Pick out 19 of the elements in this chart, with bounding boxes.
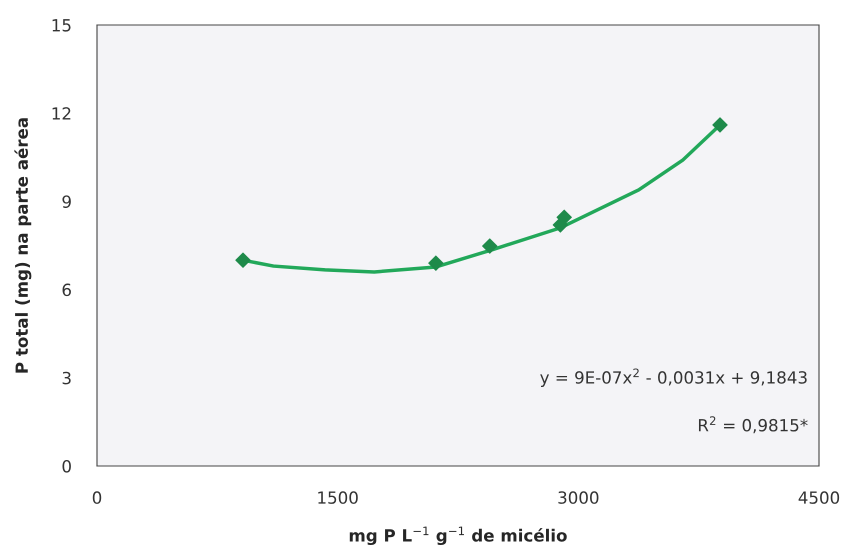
x-tick-label: 4500	[798, 491, 840, 504]
y-axis-title: P total (mg) na parte aérea	[14, 118, 32, 373]
point	[712, 117, 728, 133]
point	[428, 255, 444, 271]
y-tick-label: 0	[62, 460, 71, 473]
x-tick-label: 0	[92, 491, 102, 504]
y-tick-label: 6	[62, 284, 71, 296]
point	[235, 252, 251, 268]
x-tick-label: 3000	[558, 491, 598, 504]
y-tick-label: 12	[52, 107, 70, 120]
annotation: y = 9E-07x$^{2}$ - 0,0031x + 9,1843	[540, 368, 807, 387]
y-tick-label: 9	[62, 195, 71, 208]
point	[556, 210, 572, 225]
annotation: R$^{2}$ = 0,9815*	[698, 416, 808, 434]
x-tick-label: 1500	[318, 491, 358, 504]
y-tick-label: 3	[62, 372, 71, 384]
x-axis-title: mg P L$^{−1}$ g$^{−1}$ de micélio	[350, 526, 567, 546]
y-tick-label: 15	[52, 19, 71, 32]
point	[482, 238, 498, 254]
